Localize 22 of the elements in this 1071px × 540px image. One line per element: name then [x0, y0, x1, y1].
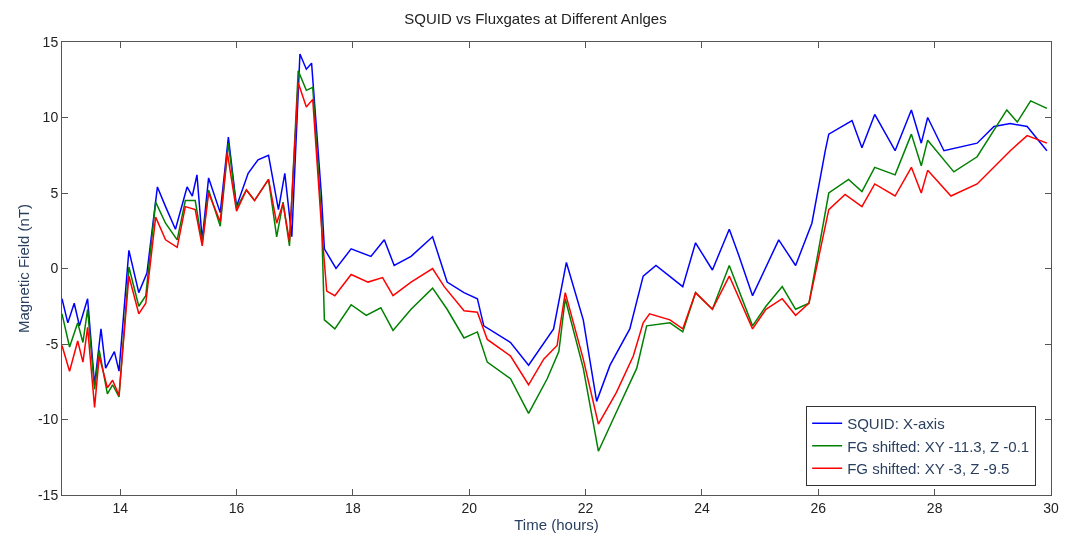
x-tick-label: 24	[694, 499, 710, 516]
x-tick-label: 28	[926, 499, 943, 516]
y-tick-label: 0	[50, 260, 59, 277]
x-tick-label: 18	[345, 499, 361, 516]
y-tick-label: 5	[50, 184, 59, 201]
y-tick-label: -15	[37, 486, 59, 503]
x-tick-label: 16	[228, 499, 245, 516]
x-axis-title: Time (hours)	[514, 515, 599, 533]
x-tick-label: 30	[1043, 499, 1059, 516]
y-axis-title: Magnetic Field (nT)	[15, 203, 33, 334]
x-tick-label: 22	[577, 499, 594, 516]
chart-title: SQUID vs Fluxgates at Different Anlges	[404, 10, 667, 27]
y-tick-label: -10	[37, 411, 59, 428]
y-tick-label: 15	[42, 33, 59, 50]
legend-label: SQUID: X-axis	[847, 415, 945, 433]
x-tick-label: 20	[461, 499, 478, 516]
x-tick-label: 14	[112, 499, 129, 516]
legend-label: FG shifted: XY -11.3, Z -0.1	[847, 437, 1030, 455]
x-tick-label: 26	[810, 499, 827, 516]
y-tick-label: 10	[42, 109, 59, 126]
y-tick-label: -5	[45, 335, 59, 352]
legend-label: FG shifted: XY -3, Z -9.5	[847, 460, 1010, 478]
